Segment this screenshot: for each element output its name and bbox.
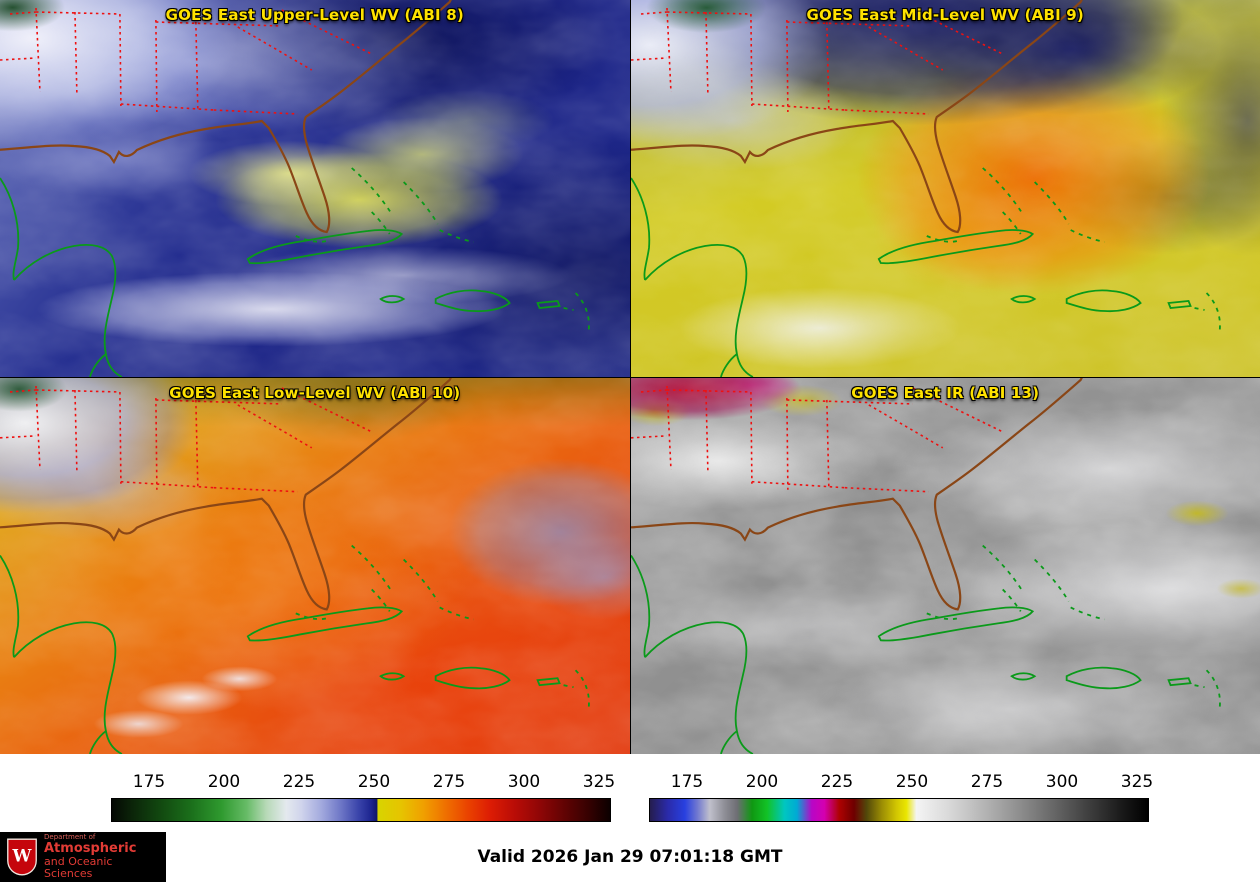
tick-label: 200	[207, 772, 241, 792]
tick-label: 250	[895, 772, 929, 792]
tick-label: 175	[670, 772, 704, 792]
map-overlay	[630, 0, 1221, 377]
tick-label: 250	[357, 772, 391, 792]
panel-title-abi9: GOES East Mid-Level WV (ABI 9)	[806, 6, 1084, 24]
map-overlay	[630, 378, 1221, 754]
tick-label: 225	[820, 772, 854, 792]
tick-label: 275	[432, 772, 466, 792]
panel-title-abi8: GOES East Upper-Level WV (ABI 8)	[165, 6, 464, 24]
panel-low-level-wv: GOES East Low-Level WV (ABI 10)	[0, 378, 630, 754]
cloud-texture	[630, 0, 1260, 377]
ir-colorbar: 175 200 225 250 275 300 325	[649, 772, 1153, 822]
uw-crest-icon: W	[7, 838, 37, 876]
logo-name-line2: and Oceanic Sciences	[44, 854, 113, 880]
panel-title-abi13: GOES East IR (ABI 13)	[851, 384, 1040, 402]
tick-label: 300	[1045, 772, 1079, 792]
tick-label: 325	[1120, 772, 1154, 792]
tick-label: 225	[282, 772, 316, 792]
panel-ir: GOES East IR (ABI 13)	[630, 378, 1260, 754]
aos-logo-text: Department of Atmospheric and Oceanic Sc…	[44, 834, 160, 879]
panel-title-abi10: GOES East Low-Level WV (ABI 10)	[169, 384, 461, 402]
wv-colorbar: 175 200 225 250 275 300 325	[111, 772, 615, 822]
map-overlay	[0, 378, 591, 754]
tick-label: 175	[132, 772, 166, 792]
tick-label: 200	[745, 772, 779, 792]
cloud-texture	[0, 378, 630, 754]
ir-colorbar-gradient	[649, 798, 1149, 822]
svg-text:W: W	[12, 845, 33, 865]
panel-upper-level-wv: GOES East Upper-Level WV (ABI 8)	[0, 0, 630, 377]
satellite-image-grid: GOES East Upper-Level WV (ABI 8) GOES Ea…	[0, 0, 1260, 754]
wv-colorbar-gradient	[111, 798, 611, 822]
wv-colorbar-ticks: 175 200 225 250 275 300 325	[111, 772, 615, 798]
colorbar-legend-row: 175 200 225 250 275 300 325 175 200 225 …	[0, 754, 1260, 832]
aos-logo: W Department of Atmospheric and Oceanic …	[0, 832, 166, 882]
logo-dept-line: Department of	[44, 833, 96, 842]
map-overlay	[0, 0, 591, 377]
panel-mid-level-wv: GOES East Mid-Level WV (ABI 9)	[630, 0, 1260, 377]
tick-label: 275	[970, 772, 1004, 792]
ir-colorbar-ticks: 175 200 225 250 275 300 325	[649, 772, 1153, 798]
footer: W Department of Atmospheric and Oceanic …	[0, 832, 1260, 882]
cloud-texture	[630, 378, 1260, 754]
cloud-texture	[0, 0, 630, 377]
tick-label: 300	[507, 772, 541, 792]
tick-label: 325	[582, 772, 616, 792]
valid-time-text: Valid 2026 Jan 29 07:01:18 GMT	[477, 847, 783, 867]
logo-name-line1: Atmospheric	[44, 840, 137, 856]
